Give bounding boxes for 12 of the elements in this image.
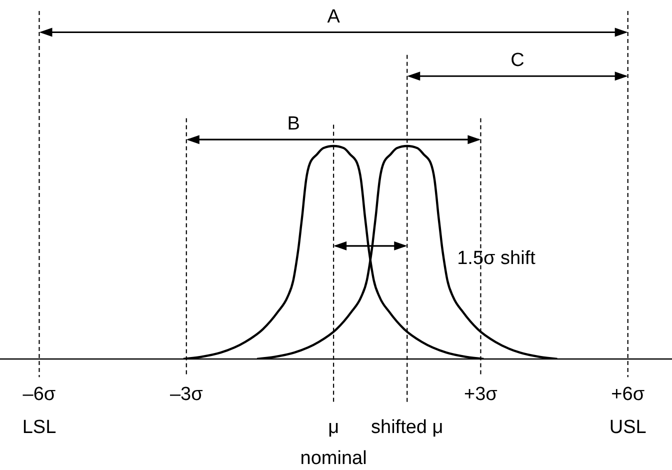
x-tick-label: +6σ	[611, 384, 645, 404]
ref-line-label: LSL	[22, 416, 56, 438]
ref-line-label: USL	[609, 416, 646, 438]
ref-line-label: shifted μ	[371, 416, 444, 438]
x-tick-label: –6σ	[22, 384, 56, 404]
text: C	[510, 50, 524, 71]
text: A	[327, 6, 340, 27]
annotation: 1.5σ shift	[457, 247, 536, 268]
x-tick-label: –3σ	[170, 384, 204, 404]
x-tick-label: +3σ	[464, 384, 498, 404]
ref-line-label: μ nominal	[300, 416, 367, 468]
text: B	[287, 113, 300, 134]
